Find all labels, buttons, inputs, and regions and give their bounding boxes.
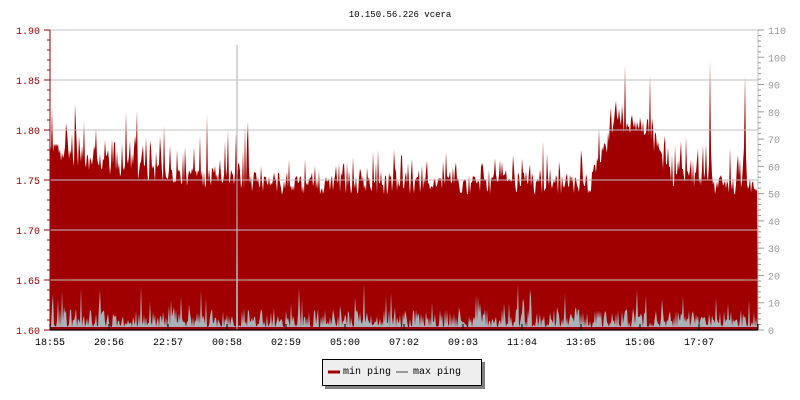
svg-text:20: 20 — [768, 272, 780, 283]
svg-text:20:56: 20:56 — [94, 338, 124, 349]
svg-text:05:00: 05:00 — [330, 338, 360, 349]
svg-text:11:04: 11:04 — [507, 338, 537, 349]
svg-text:09:03: 09:03 — [448, 338, 478, 349]
svg-text:13:05: 13:05 — [566, 338, 596, 349]
svg-text:1.85: 1.85 — [16, 77, 40, 88]
svg-text:60: 60 — [768, 163, 780, 174]
svg-text:0: 0 — [768, 327, 774, 338]
svg-text:22:57: 22:57 — [153, 338, 183, 349]
svg-text:00:58: 00:58 — [212, 338, 242, 349]
svg-text:1.65: 1.65 — [16, 277, 40, 288]
svg-text:80: 80 — [768, 109, 780, 120]
svg-text:1.90: 1.90 — [16, 27, 40, 38]
svg-text:02:59: 02:59 — [271, 338, 301, 349]
svg-text:07:02: 07:02 — [389, 338, 419, 349]
svg-text:10.150.56.226 vcera: 10.150.56.226 vcera — [349, 10, 452, 20]
svg-text:40: 40 — [768, 218, 780, 229]
svg-text:1.60: 1.60 — [16, 327, 40, 338]
svg-text:17:07: 17:07 — [684, 338, 714, 349]
svg-text:10: 10 — [768, 300, 780, 311]
svg-text:1.80: 1.80 — [16, 127, 40, 138]
svg-text:100: 100 — [768, 54, 786, 65]
svg-text:110: 110 — [768, 27, 786, 38]
svg-text:50: 50 — [768, 191, 780, 202]
svg-text:1.75: 1.75 — [16, 177, 40, 188]
svg-text:18:55: 18:55 — [35, 338, 65, 349]
svg-text:15:06: 15:06 — [625, 338, 655, 349]
svg-text:70: 70 — [768, 136, 780, 147]
svg-text:1.70: 1.70 — [16, 227, 40, 238]
svg-text:30: 30 — [768, 245, 780, 256]
svg-text:90: 90 — [768, 82, 780, 93]
